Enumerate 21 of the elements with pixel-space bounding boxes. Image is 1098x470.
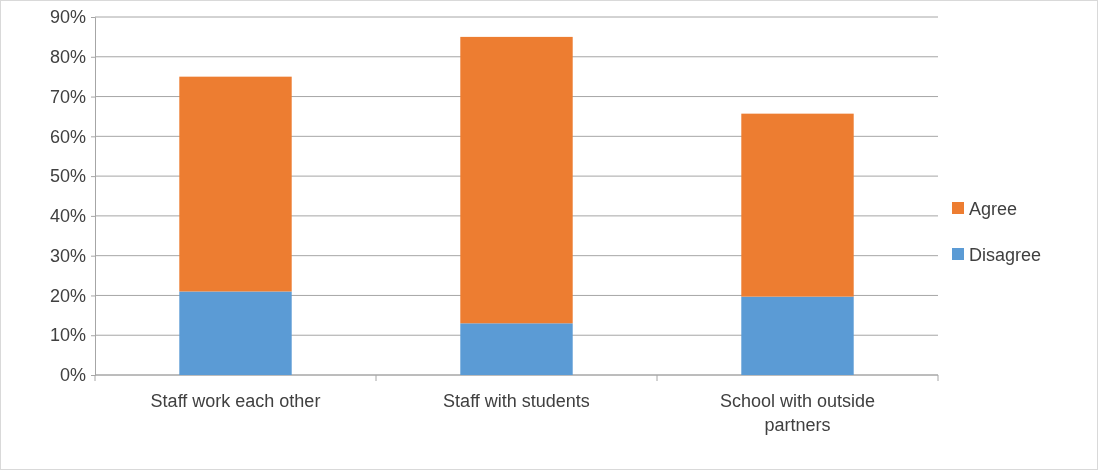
bar (741, 113, 854, 297)
y-tick-label: 80% (49, 47, 86, 68)
bar (179, 291, 292, 375)
y-tick-label: 90% (49, 7, 86, 28)
bar (179, 76, 292, 292)
legend-label: Agree (969, 199, 1018, 219)
y-tick-label: 0% (59, 365, 86, 386)
bar (741, 296, 854, 375)
y-tick-label: 30% (49, 245, 86, 266)
y-tick-label: 40% (49, 206, 86, 227)
legend-label: Disagree (969, 245, 1042, 265)
bar (460, 323, 573, 375)
x-tick-label: Staff work each other (150, 391, 321, 411)
y-tick-label: 60% (49, 126, 86, 147)
x-tick-label: School with outside partners (719, 391, 876, 435)
y-tick-label: 50% (49, 166, 86, 187)
bar (460, 36, 573, 324)
y-tick-label: 70% (49, 86, 86, 107)
y-tick-label: 20% (49, 285, 86, 306)
y-tick-label: 10% (49, 325, 86, 346)
x-tick-label: Staff with students (443, 391, 590, 411)
